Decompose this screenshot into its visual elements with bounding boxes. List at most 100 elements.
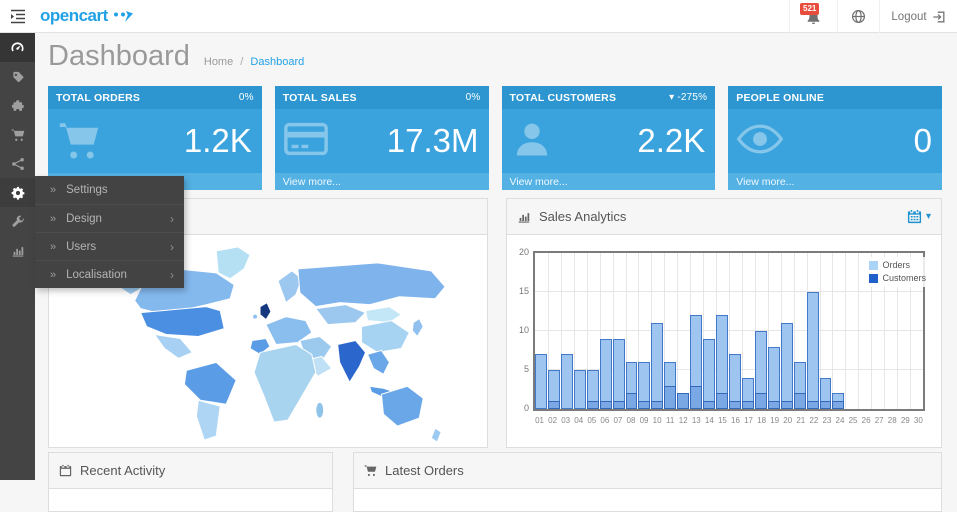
flyout-item-localisation[interactable]: » Localisation › xyxy=(35,260,184,288)
chart-range-dropdown[interactable]: ▾ xyxy=(907,209,931,224)
bar-chart-icon xyxy=(11,244,25,258)
bar-orders-01 xyxy=(535,354,547,409)
tile-label: TOTAL ORDERS xyxy=(56,91,141,104)
caret-down-icon: ▾ xyxy=(669,92,675,103)
caret-down-icon: ▾ xyxy=(925,211,931,222)
calendar-icon xyxy=(59,464,72,477)
bar-customers-20 xyxy=(780,401,793,409)
double-chevron-icon: » xyxy=(50,212,57,225)
eye-icon xyxy=(736,122,784,161)
opencart-logo[interactable]: opencart xyxy=(40,6,134,26)
tile-view-more-link[interactable]: View more... xyxy=(501,173,716,190)
speedometer-icon xyxy=(10,41,25,54)
shopping-cart-icon xyxy=(11,128,25,142)
bar-orders-06 xyxy=(599,338,612,409)
tile-total-customers: TOTAL CUSTOMERS ▾ -275% 2.2K View more... xyxy=(501,86,716,190)
flyout-item-settings[interactable]: » Settings xyxy=(35,176,184,204)
bar-orders-19 xyxy=(767,346,780,409)
tile-header: TOTAL CUSTOMERS ▾ -275% xyxy=(501,86,716,109)
tile-value: 0 xyxy=(913,122,932,159)
sidebar-item-tools[interactable] xyxy=(0,207,35,236)
double-chevron-icon: » xyxy=(50,184,57,196)
chevron-right-icon: › xyxy=(170,211,174,226)
tile-value: 1.2K xyxy=(183,122,252,159)
bar-customers-18 xyxy=(754,393,767,409)
sidebar-item-catalog[interactable] xyxy=(0,62,35,91)
sidebar-item-dashboard[interactable] xyxy=(0,33,35,62)
bar-orders-03 xyxy=(560,354,573,409)
tile-people-online: PEOPLE ONLINE 0 View more... xyxy=(728,86,942,190)
breadcrumb-current[interactable]: Dashboard xyxy=(250,56,305,68)
tile-header: TOTAL SALES 0% xyxy=(274,86,489,109)
page-title: Dashboard xyxy=(48,40,190,72)
bar-customers-16 xyxy=(729,401,741,409)
tile-view-more-link[interactable]: View more... xyxy=(728,173,942,190)
menu-toggle-icon[interactable] xyxy=(9,8,27,24)
notification-badge: 521 xyxy=(800,3,820,15)
bar-orders-07 xyxy=(612,338,625,409)
chevron-right-icon: › xyxy=(170,239,174,254)
bar-orders-04 xyxy=(573,370,586,409)
notifications-button[interactable]: 521 xyxy=(789,0,837,33)
bar-customers-19 xyxy=(767,401,780,409)
flyout-item-design[interactable]: » Design › xyxy=(35,204,184,232)
sidebar-item-extensions[interactable] xyxy=(0,91,35,120)
tile-value: 2.2K xyxy=(637,122,706,159)
flyout-item-label: Users xyxy=(66,240,97,253)
breadcrumb-separator: / xyxy=(240,56,244,68)
breadcrumb: Home / Dashboard xyxy=(204,56,304,68)
bar-customers-02 xyxy=(547,401,560,409)
tile-header: TOTAL ORDERS 0% xyxy=(48,86,262,109)
shopping-cart-icon xyxy=(56,119,102,164)
tile-total-sales: TOTAL SALES 0% 17.3M View more... xyxy=(274,86,489,190)
sidebar-item-sales[interactable] xyxy=(0,120,35,149)
bar-customers-06 xyxy=(599,401,612,409)
sidebar-item-reports[interactable] xyxy=(0,236,35,265)
logout-icon xyxy=(932,11,945,22)
tile-view-more-link[interactable]: View more... xyxy=(274,173,489,190)
system-flyout-menu: » Settings » Design › » Users › » Localisation › xyxy=(35,176,184,288)
x-axis-labels: 01 02 03 04 05 06 07 08 09 10 11 12 13 14 15 16 17 18 19 20… xyxy=(535,416,923,425)
tile-body: 0 xyxy=(728,109,942,173)
sidebar-item-system[interactable] xyxy=(0,178,35,207)
bar-orders-20 xyxy=(780,323,793,409)
sidebar-item-marketing[interactable] xyxy=(0,149,35,178)
tag-icon xyxy=(11,70,25,84)
tile-label: TOTAL SALES xyxy=(282,91,357,104)
tile-value: 17.3M xyxy=(386,122,479,159)
bar-customers-11 xyxy=(664,385,677,409)
chart-plot-area xyxy=(533,251,925,411)
flyout-item-label: Localisation xyxy=(66,268,127,281)
tile-change: ▾ -275% xyxy=(669,92,708,103)
flyout-item-label: Settings xyxy=(66,184,108,196)
chevron-right-icon: › xyxy=(170,267,174,282)
bar-customers-23 xyxy=(819,401,832,409)
bar-customers-07 xyxy=(612,401,625,409)
flyout-item-label: Design xyxy=(66,212,102,225)
recent-activity-panel: Recent Activity xyxy=(48,452,333,512)
wrench-icon xyxy=(11,215,25,229)
breadcrumb-home[interactable]: Home xyxy=(203,56,234,68)
bar-customers-17 xyxy=(741,401,754,409)
bar-orders-14 xyxy=(703,338,716,409)
tile-label: TOTAL CUSTOMERS xyxy=(509,91,617,104)
tile-change: 0% xyxy=(465,92,481,103)
chart-legend: Orders Customers xyxy=(866,257,929,287)
logout-button[interactable]: Logout xyxy=(879,0,957,33)
legend-customers: Customers xyxy=(869,272,926,285)
gear-icon xyxy=(11,186,25,200)
world-map[interactable] xyxy=(49,235,487,447)
bar-customers-24 xyxy=(832,401,845,409)
bar-orders-22 xyxy=(806,292,819,409)
top-header: opencart 521 Logout xyxy=(0,0,957,33)
language-button[interactable] xyxy=(837,0,879,33)
bar-customers-10 xyxy=(651,401,664,409)
flyout-item-users[interactable]: » Users › xyxy=(35,232,184,260)
latest-orders-panel: Latest Orders xyxy=(353,452,942,512)
bar-customers-14 xyxy=(703,401,716,409)
bar-customers-05 xyxy=(586,401,599,409)
sales-analytics-title: Sales Analytics xyxy=(539,209,627,224)
logo-cart-icon xyxy=(113,10,133,22)
tile-header: PEOPLE ONLINE xyxy=(728,86,942,109)
